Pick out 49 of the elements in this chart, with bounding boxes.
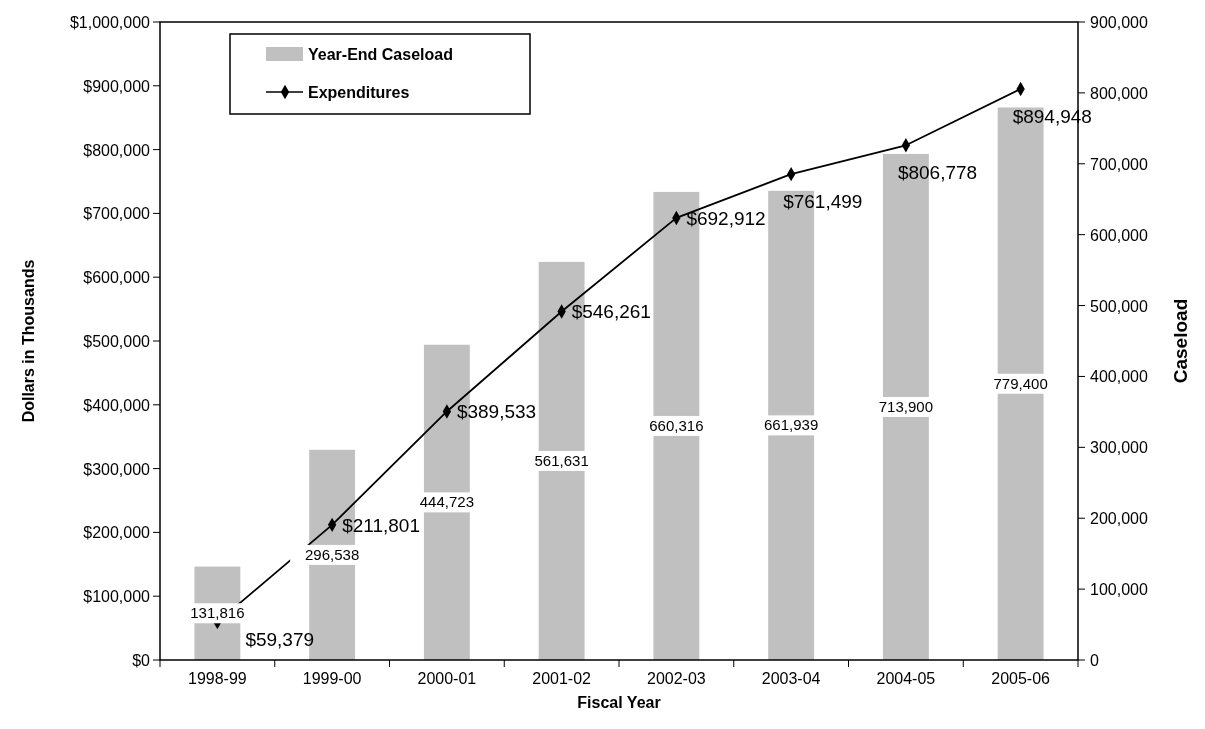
y-tick-label: $100,000 bbox=[83, 588, 151, 606]
y2-tick-label: 700,000 bbox=[1090, 155, 1148, 173]
x-tick-label: 2005-06 bbox=[991, 670, 1051, 687]
y-tick-label: $1,000,000 bbox=[69, 14, 151, 31]
data-label: $692,912 bbox=[686, 207, 766, 229]
x-tick-label: 2001-02 bbox=[532, 670, 592, 687]
legend-label: Expenditures bbox=[308, 84, 410, 101]
x-tick-label: 2000-01 bbox=[417, 670, 477, 687]
y-tick-label: $300,000 bbox=[83, 460, 151, 478]
x-tick-label: 2003-04 bbox=[761, 670, 821, 687]
data-label: $546,261 bbox=[571, 301, 651, 323]
y2-tick-label: 600,000 bbox=[1090, 226, 1148, 244]
y2-tick-label: 0 bbox=[1090, 652, 1099, 669]
y-tick-label: $0 bbox=[132, 652, 151, 669]
y-tick-label: $600,000 bbox=[83, 269, 151, 287]
y2-tick-label: 800,000 bbox=[1090, 84, 1148, 102]
y2-tick-label: 300,000 bbox=[1090, 439, 1148, 457]
y2-tick-label: 900,000 bbox=[1090, 14, 1148, 31]
x-tick-label: 1999-00 bbox=[302, 670, 362, 687]
data-label: 661,939 bbox=[764, 416, 819, 434]
y-axis-title: Dollars in Thousands bbox=[20, 259, 37, 423]
data-label: $806,778 bbox=[897, 162, 978, 184]
y-tick-label: $900,000 bbox=[83, 77, 151, 95]
x-tick-label: 2002-03 bbox=[647, 670, 706, 687]
x-tick-label: 1998-99 bbox=[188, 670, 247, 687]
y-tick-label: $500,000 bbox=[83, 333, 151, 350]
data-label: 779,400 bbox=[993, 374, 1048, 392]
data-label: 561,631 bbox=[534, 451, 589, 469]
y2-axis-title: Caseload bbox=[1170, 298, 1191, 384]
data-label: $389,533 bbox=[456, 401, 537, 423]
y2-tick-label: 100,000 bbox=[1090, 581, 1148, 599]
y2-tick-label: 400,000 bbox=[1090, 368, 1148, 386]
y-tick-label: $800,000 bbox=[83, 141, 151, 159]
data-label: 444,723 bbox=[419, 493, 474, 511]
y2-tick-label: 200,000 bbox=[1090, 510, 1148, 528]
y2-tick-label: 500,000 bbox=[1090, 297, 1148, 315]
data-label: 131,816 bbox=[190, 604, 245, 622]
legend-label: Year-End Caseload bbox=[308, 46, 453, 63]
data-label: 660,316 bbox=[649, 416, 704, 434]
y-tick-label: $700,000 bbox=[83, 205, 151, 223]
data-label: $211,801 bbox=[342, 514, 420, 536]
data-label: 713,900 bbox=[878, 397, 933, 415]
x-axis-title: Fiscal Year bbox=[577, 694, 661, 711]
data-label: 296,538 bbox=[305, 545, 360, 563]
x-tick-label: 2004-05 bbox=[876, 670, 936, 687]
data-label: $59,379 bbox=[245, 629, 315, 651]
y-tick-label: $200,000 bbox=[83, 524, 151, 542]
data-label: $761,499 bbox=[783, 191, 863, 213]
y-tick-label: $400,000 bbox=[83, 396, 151, 414]
